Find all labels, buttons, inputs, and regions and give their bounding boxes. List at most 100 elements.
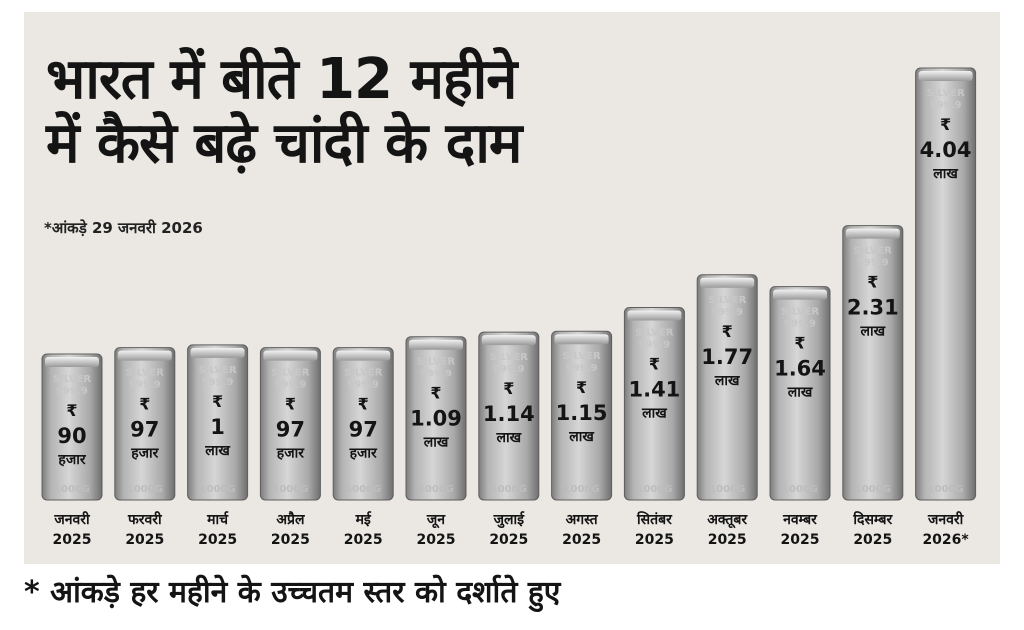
x-tick-year: 2026* xyxy=(922,532,969,548)
bar-engraving-purity: 999.9 xyxy=(639,340,671,351)
bar-unit-label: हजार xyxy=(130,446,159,462)
x-tick-year: 2025 xyxy=(635,532,674,548)
bar-value-label: 97 xyxy=(276,418,305,442)
bar-engraving-silver: SILVER xyxy=(781,307,819,318)
bar-engraving-silver: SILVER xyxy=(926,88,964,99)
x-tick-month: नवम्बर xyxy=(782,512,818,528)
bar-engraving-purity: 999.9 xyxy=(275,380,307,391)
bar-value-label: 1.09 xyxy=(410,407,462,431)
bar-currency-label: ₹ xyxy=(285,395,296,414)
bar-unit-label: लाख xyxy=(423,435,449,451)
x-tick-month: अक्तूबर xyxy=(707,512,748,529)
x-tick-year: 2025 xyxy=(53,532,92,548)
silver-bar-10 xyxy=(696,274,758,501)
date-note: *आंकड़े 29 जनवरी 2026 xyxy=(44,219,203,237)
x-tick-month: दिसम्बर xyxy=(852,511,893,528)
silver-bar-2 xyxy=(114,347,176,501)
silver-bar-top-7 xyxy=(481,335,536,346)
x-tick-year: 2025 xyxy=(344,532,383,548)
silver-bar-7 xyxy=(478,331,540,501)
bar-value-label: 90 xyxy=(57,424,86,448)
silver-bar-top-11 xyxy=(773,289,827,300)
bar-engraving-silver: SILVER xyxy=(854,246,892,257)
bar-engraving-silver: SILVER xyxy=(198,365,236,376)
bar-engraving-purity: 999.9 xyxy=(711,307,743,318)
bar-unit-label: लाख xyxy=(932,166,958,182)
bar-currency-label: ₹ xyxy=(212,392,223,411)
bar-engraving-silver: SILVER xyxy=(126,368,164,379)
bar-engraving-weight: 1000G xyxy=(418,484,454,495)
x-tick-year: 2025 xyxy=(125,532,164,548)
bar-unit-label: लाख xyxy=(860,324,886,340)
bar-currency-label: ₹ xyxy=(358,395,369,414)
bar-unit-label: लाख xyxy=(568,429,594,445)
bar-engraving-purity: 999.9 xyxy=(857,258,889,269)
bar-value-label: 1.14 xyxy=(483,402,535,426)
bar-engraving-weight: 1000G xyxy=(782,484,818,495)
x-tick-month: मार्च xyxy=(206,511,229,528)
silver-bar-13 xyxy=(915,67,977,501)
silver-bar-top-13 xyxy=(918,71,973,81)
bar-currency-label: ₹ xyxy=(722,322,733,341)
x-tick-month: अप्रैल xyxy=(276,511,305,528)
x-tick-month: जुलाई xyxy=(493,511,526,529)
bar-engraving-weight: 1000G xyxy=(345,484,381,495)
silver-bar-top-4 xyxy=(263,350,318,361)
silver-bar-6 xyxy=(405,336,467,501)
infographic-panel: SILVER 999.9 1000G ₹90 हजार जनवरी 2025 SILVER 99… xyxy=(24,12,1000,564)
silver-bar-top-9 xyxy=(627,310,682,321)
bar-engraving-purity: 999.9 xyxy=(784,319,816,330)
bar-engraving-purity: 999.9 xyxy=(493,364,525,375)
bar-unit-label: लाख xyxy=(496,430,522,446)
silver-bar-top-1 xyxy=(45,357,99,367)
bar-unit-label: लाख xyxy=(204,443,230,459)
bar-engraving-weight: 1000G xyxy=(127,484,163,495)
x-tick-month: जून xyxy=(426,512,446,529)
bar-engraving-weight: 1000G xyxy=(928,484,964,495)
x-tick-year: 2025 xyxy=(198,532,237,548)
silver-bar-top-3 xyxy=(190,347,245,358)
bar-currency-label: ₹ xyxy=(576,378,587,397)
bar-value-label: 1.77 xyxy=(701,345,753,369)
silver-bar-top-8 xyxy=(554,334,609,345)
x-tick-year: 2025 xyxy=(853,532,892,548)
bar-value-label: 1.64 xyxy=(774,357,826,381)
bar-value-label: 97 xyxy=(349,418,378,442)
bar-engraving-purity: 999.9 xyxy=(566,363,598,374)
x-tick-month: सितंबर xyxy=(636,511,673,528)
bar-engraving-silver: SILVER xyxy=(271,368,309,379)
bar-value-label: 1.41 xyxy=(628,378,680,402)
bar-currency-label: ₹ xyxy=(430,384,441,403)
footnote: * आंकड़े हर महीने के उच्चतम स्तर को दर्श… xyxy=(24,575,561,610)
bar-value-label: 4.04 xyxy=(920,138,972,162)
bar-engraving-purity: 999.9 xyxy=(347,380,379,391)
bar-engraving-purity: 999.9 xyxy=(420,369,452,380)
silver-bar-3 xyxy=(187,344,249,501)
bar-engraving-silver: SILVER xyxy=(562,351,600,362)
bar-engraving-weight: 1000G xyxy=(636,484,672,495)
silver-bar-top-10 xyxy=(700,277,755,288)
silver-bar-top-5 xyxy=(336,350,391,361)
x-tick-year: 2025 xyxy=(417,532,456,548)
x-tick-year: 2025 xyxy=(562,532,601,548)
bar-value-label: 2.31 xyxy=(847,296,899,320)
bar-engraving-weight: 1000G xyxy=(564,484,600,495)
bar-engraving-weight: 1000G xyxy=(272,484,308,495)
bar-engraving-silver: SILVER xyxy=(344,368,382,379)
bar-engraving-purity: 999.9 xyxy=(930,100,962,111)
bar-value-label: 1 xyxy=(210,415,225,439)
silver-bar-top-2 xyxy=(117,350,172,361)
x-tick-month: अगस्त xyxy=(566,512,599,528)
silver-bar-top-12 xyxy=(845,228,900,239)
x-tick-year: 2025 xyxy=(781,532,820,548)
bar-engraving-weight: 1000G xyxy=(855,484,891,495)
bar-currency-label: ₹ xyxy=(503,379,514,398)
bar-engraving-weight: 1000G xyxy=(491,484,527,495)
chart-title: भारत में बीते 12 महीने में कैसे बढ़े चां… xyxy=(46,48,766,176)
bar-engraving-purity: 999.9 xyxy=(56,386,88,397)
x-tick-month: मई xyxy=(355,511,372,528)
bar-engraving-silver: SILVER xyxy=(708,295,746,306)
bar-value-label: 97 xyxy=(130,418,159,442)
x-tick-year: 2025 xyxy=(708,532,747,548)
x-tick-year: 2025 xyxy=(489,532,528,548)
